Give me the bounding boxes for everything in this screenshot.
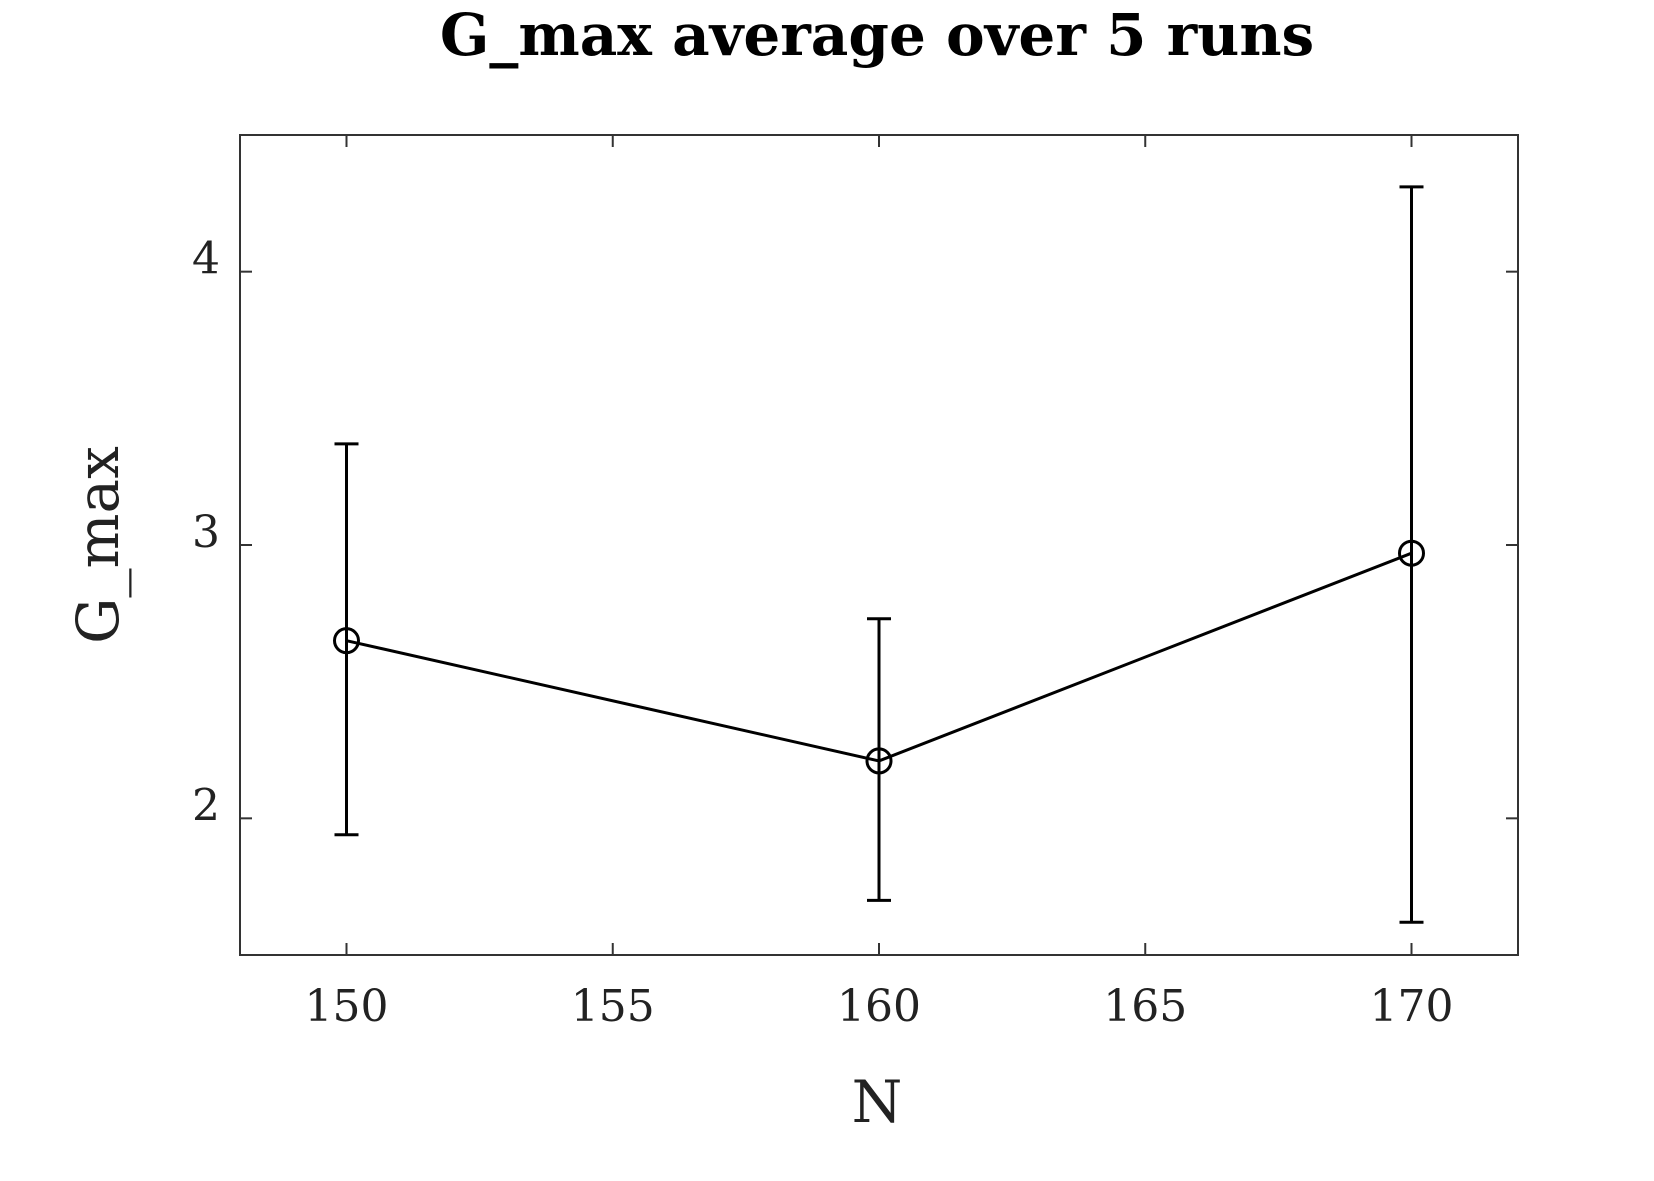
data-point-marker	[333, 627, 360, 655]
x-tick-label: 165	[1103, 981, 1187, 1032]
x-axis-label: N	[852, 1068, 903, 1136]
plot-area	[333, 185, 1425, 924]
y-axis-label: G_max	[64, 446, 132, 644]
x-tick-label: 160	[837, 981, 921, 1032]
y-tick-label: 3	[192, 507, 220, 558]
y-tick-label: 2	[192, 780, 220, 831]
y-axis-ticks: 2 3 4	[192, 234, 1518, 831]
data-point-marker	[1398, 539, 1425, 567]
chart-title: G_max average over 5 runs	[440, 1, 1314, 69]
data-point-marker	[865, 747, 893, 775]
data-point-group	[1398, 185, 1425, 924]
x-axis-ticks: 150 155 160 165 170	[305, 135, 1454, 1032]
x-tick-label: 170	[1370, 981, 1454, 1032]
data-point-group	[865, 617, 893, 902]
x-tick-label: 150	[305, 981, 389, 1032]
x-tick-label: 155	[571, 981, 655, 1032]
data-point-group	[333, 442, 360, 837]
y-tick-label: 4	[192, 234, 220, 285]
